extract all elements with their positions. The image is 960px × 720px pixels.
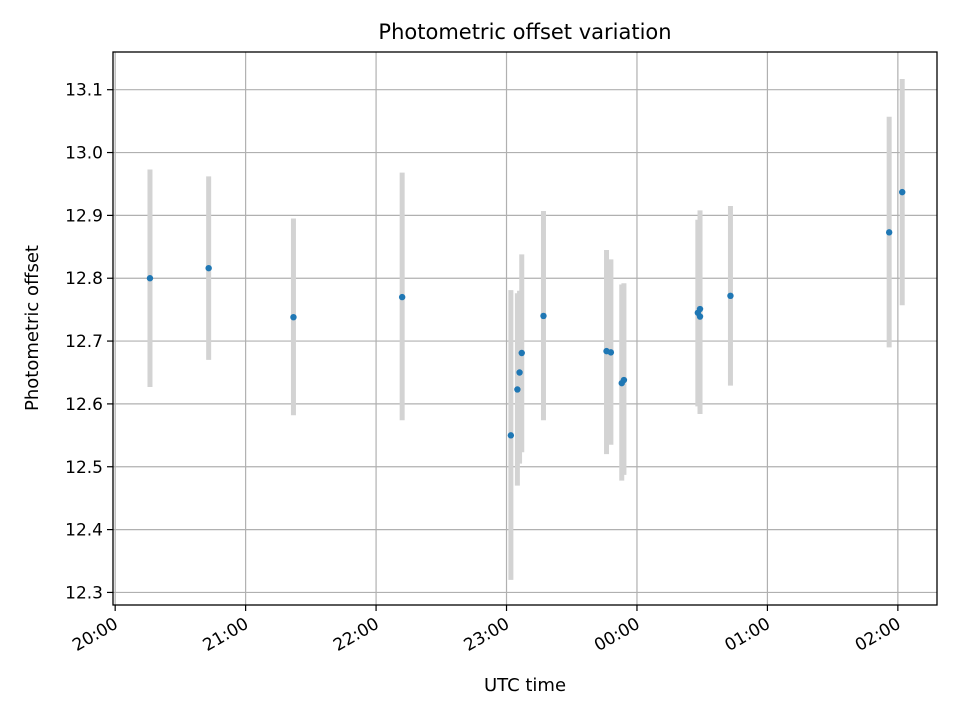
data-point bbox=[540, 312, 547, 320]
x-axis-ticks: 20:00 21:00 22:00 23:00 00:00 01:00 02:00 bbox=[69, 605, 904, 656]
x-tick-label: 20:00 bbox=[69, 614, 121, 656]
y-axis-label: Photometric offset bbox=[22, 245, 43, 411]
data-point bbox=[518, 349, 525, 357]
y-tick-label: 13.1 bbox=[65, 81, 103, 101]
x-axis-label: UTC time bbox=[484, 675, 566, 696]
chart-title: Photometric offset variation bbox=[378, 20, 671, 44]
data-point bbox=[620, 376, 628, 384]
data-point bbox=[696, 305, 704, 313]
data-point bbox=[516, 369, 523, 376]
data-point bbox=[146, 275, 154, 282]
grid bbox=[113, 52, 937, 605]
data-points bbox=[146, 188, 906, 439]
y-tick-label: 12.8 bbox=[65, 269, 103, 289]
data-point bbox=[507, 432, 515, 439]
data-point bbox=[205, 264, 212, 272]
y-tick-label: 12.9 bbox=[65, 206, 103, 226]
x-tick-label: 23:00 bbox=[461, 614, 513, 656]
x-tick-label: 22:00 bbox=[330, 614, 382, 656]
y-tick-label: 12.7 bbox=[65, 332, 103, 352]
x-tick-label: 00:00 bbox=[591, 614, 643, 656]
data-point bbox=[290, 313, 297, 321]
y-tick-label: 12.3 bbox=[65, 583, 103, 603]
data-point bbox=[899, 188, 906, 196]
y-tick-label: 12.4 bbox=[65, 521, 103, 541]
y-tick-label: 12.5 bbox=[65, 458, 103, 478]
data-point bbox=[514, 386, 521, 393]
x-tick-label: 01:00 bbox=[721, 614, 773, 656]
x-tick-label: 02:00 bbox=[852, 614, 904, 656]
data-point bbox=[727, 292, 734, 300]
x-tick-label: 21:00 bbox=[200, 614, 252, 656]
data-point bbox=[885, 229, 893, 236]
plot-frame bbox=[112, 51, 938, 606]
error-bars bbox=[147, 79, 905, 580]
y-tick-label: 12.6 bbox=[65, 395, 103, 415]
data-point bbox=[607, 349, 615, 356]
data-point bbox=[696, 313, 704, 320]
y-axis-ticks: 12.3 12.4 12.5 12.6 12.7 12.8 12.9 13.0 13.1 bbox=[65, 81, 113, 603]
data-point bbox=[398, 293, 406, 301]
y-tick-label: 13.0 bbox=[65, 144, 103, 164]
